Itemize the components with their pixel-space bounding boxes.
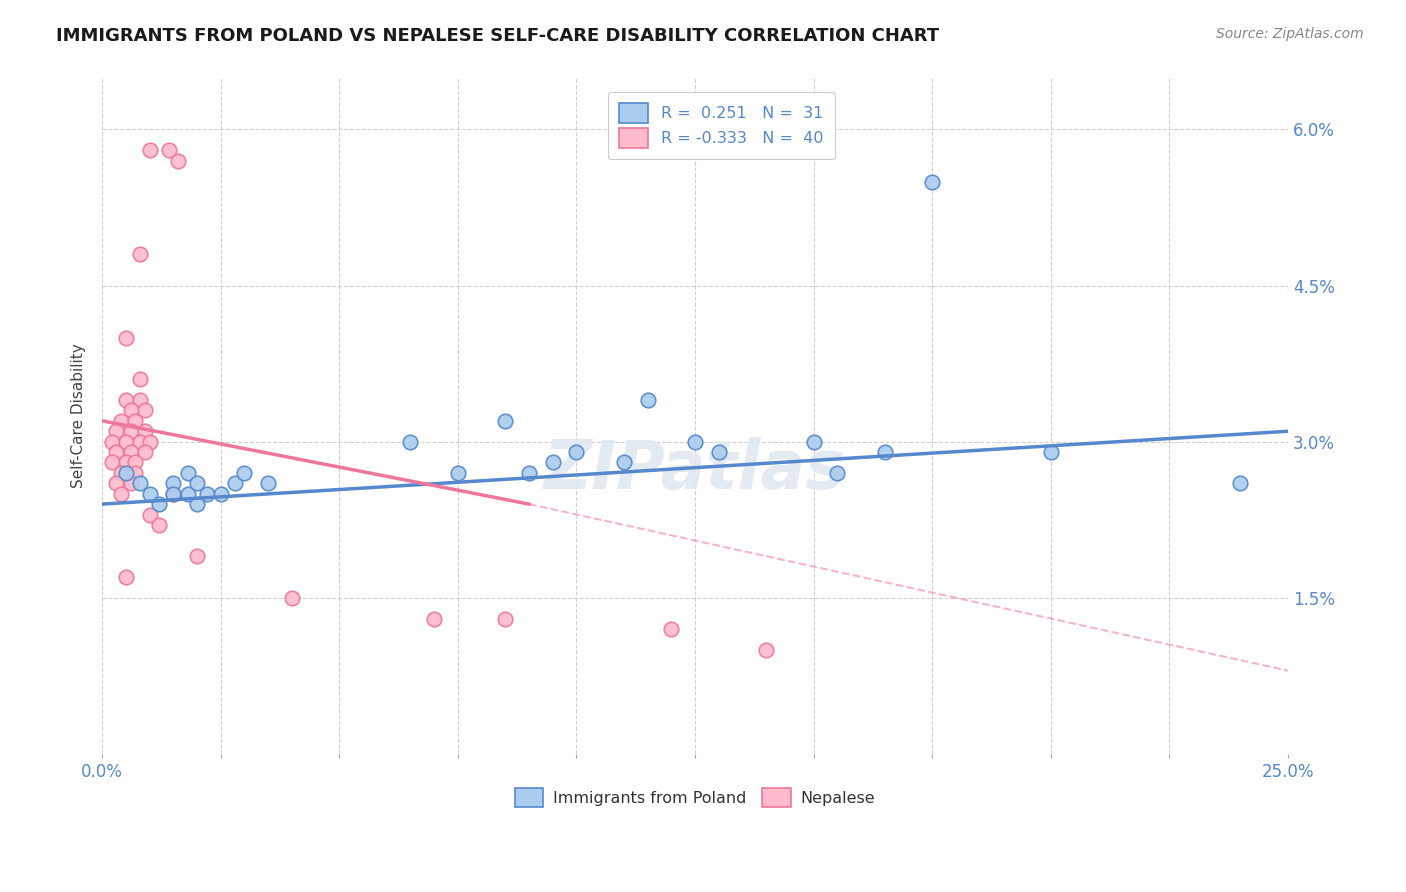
Point bbox=[281, 591, 304, 605]
Point bbox=[115, 455, 138, 469]
Point bbox=[134, 424, 156, 438]
Point bbox=[659, 622, 682, 636]
Point bbox=[873, 445, 896, 459]
Point bbox=[148, 517, 170, 532]
Point bbox=[120, 403, 142, 417]
Point bbox=[134, 445, 156, 459]
Text: Source: ZipAtlas.com: Source: ZipAtlas.com bbox=[1216, 27, 1364, 41]
Point bbox=[110, 486, 132, 500]
Point bbox=[1039, 445, 1062, 459]
Text: ZIPatlas: ZIPatlas bbox=[544, 437, 846, 503]
Point bbox=[124, 414, 146, 428]
Point bbox=[100, 434, 122, 449]
Point bbox=[494, 611, 516, 625]
Point bbox=[162, 486, 184, 500]
Point bbox=[110, 414, 132, 428]
Point bbox=[707, 445, 730, 459]
Point bbox=[423, 611, 446, 625]
Point bbox=[494, 414, 516, 428]
Y-axis label: Self-Care Disability: Self-Care Disability bbox=[72, 343, 86, 488]
Point bbox=[115, 330, 138, 344]
Point bbox=[167, 153, 190, 168]
Point bbox=[120, 445, 142, 459]
Point bbox=[186, 476, 208, 491]
Point bbox=[110, 466, 132, 480]
Point bbox=[186, 549, 208, 563]
Point bbox=[233, 466, 256, 480]
Point bbox=[921, 174, 943, 188]
Point bbox=[138, 508, 160, 522]
Point bbox=[124, 466, 146, 480]
Point bbox=[115, 466, 138, 480]
Point bbox=[157, 143, 180, 157]
Point bbox=[115, 392, 138, 407]
Point bbox=[257, 476, 280, 491]
Point bbox=[176, 466, 198, 480]
Point bbox=[565, 445, 588, 459]
Point bbox=[138, 434, 160, 449]
Legend: Immigrants from Poland, Nepalese: Immigrants from Poland, Nepalese bbox=[509, 781, 882, 814]
Point bbox=[105, 445, 128, 459]
Point bbox=[209, 486, 232, 500]
Point bbox=[541, 455, 564, 469]
Point bbox=[105, 476, 128, 491]
Point bbox=[105, 424, 128, 438]
Point bbox=[120, 476, 142, 491]
Point bbox=[115, 434, 138, 449]
Point bbox=[129, 247, 152, 261]
Point bbox=[1229, 476, 1251, 491]
Point bbox=[195, 486, 218, 500]
Point bbox=[124, 455, 146, 469]
Point bbox=[100, 455, 122, 469]
Point bbox=[447, 466, 470, 480]
Point bbox=[129, 434, 152, 449]
Point bbox=[115, 570, 138, 584]
Point bbox=[186, 497, 208, 511]
Point bbox=[129, 372, 152, 386]
Point bbox=[138, 486, 160, 500]
Point bbox=[162, 476, 184, 491]
Point bbox=[129, 476, 152, 491]
Point bbox=[613, 455, 636, 469]
Point bbox=[399, 434, 422, 449]
Point bbox=[683, 434, 706, 449]
Point bbox=[755, 642, 778, 657]
Point bbox=[827, 466, 849, 480]
Point bbox=[148, 497, 170, 511]
Point bbox=[120, 424, 142, 438]
Point bbox=[224, 476, 246, 491]
Point bbox=[803, 434, 825, 449]
Point bbox=[134, 403, 156, 417]
Point bbox=[517, 466, 540, 480]
Point bbox=[637, 392, 659, 407]
Point bbox=[129, 392, 152, 407]
Point bbox=[162, 486, 184, 500]
Point bbox=[138, 143, 160, 157]
Text: IMMIGRANTS FROM POLAND VS NEPALESE SELF-CARE DISABILITY CORRELATION CHART: IMMIGRANTS FROM POLAND VS NEPALESE SELF-… bbox=[56, 27, 939, 45]
Point bbox=[176, 486, 198, 500]
